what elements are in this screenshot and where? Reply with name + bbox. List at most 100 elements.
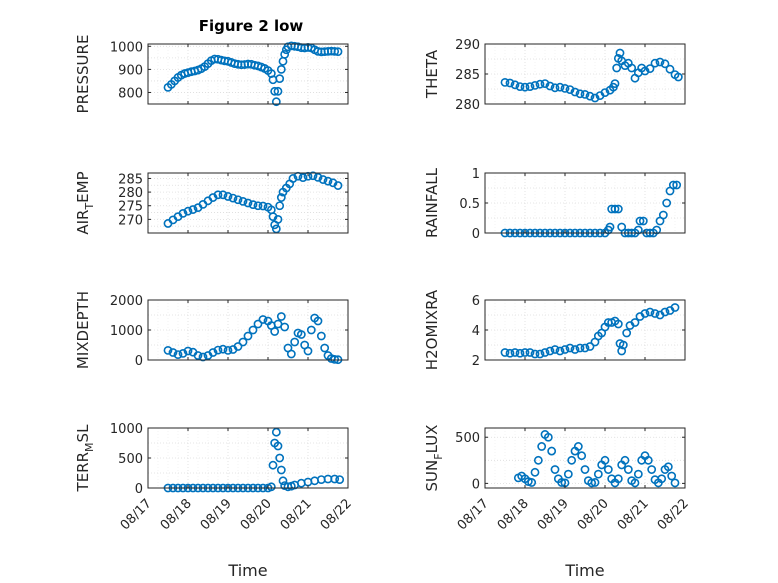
y-tick-label: 0 (472, 227, 480, 242)
data-point (243, 198, 253, 208)
data-point (320, 343, 330, 353)
data-point (605, 222, 615, 232)
y-tick-label: 280 (455, 98, 480, 113)
x-tick-label: 08/22 (655, 496, 692, 533)
data-point (193, 351, 203, 360)
x-tick-label: 08/17 (118, 496, 155, 533)
data-point (537, 442, 547, 451)
data-point (270, 327, 280, 336)
y-axis-label: TERRMSL (74, 424, 96, 493)
data-point (335, 475, 345, 484)
x-tick-label: 08/19 (198, 496, 235, 533)
axes-box (147, 43, 349, 105)
data-point (618, 340, 628, 350)
y-tick-label: 800 (118, 86, 143, 101)
data-point (330, 46, 340, 56)
data-point (585, 91, 595, 101)
data-point (188, 205, 198, 214)
data-point (570, 87, 580, 97)
data-point (633, 469, 643, 479)
y-tick-label: 500 (118, 452, 143, 467)
data-point (575, 89, 585, 99)
y-tick-label: 2000 (110, 294, 143, 309)
data-point (613, 474, 623, 484)
data-point (570, 345, 580, 354)
data-point (273, 441, 283, 451)
y-tick-label: 0 (135, 482, 143, 497)
data-point (178, 208, 188, 218)
data-point (173, 350, 183, 359)
data-point (280, 322, 290, 332)
data-point (288, 174, 298, 183)
data-point (233, 342, 243, 351)
data-point (520, 348, 530, 357)
data-point (275, 74, 285, 84)
data-point (545, 346, 555, 356)
data-point (306, 325, 316, 335)
x-tick-label: 08/18 (158, 496, 195, 533)
data-point (580, 343, 590, 353)
data-point (600, 455, 610, 465)
data-point (593, 469, 603, 479)
data-point (535, 79, 545, 89)
data-point (500, 78, 510, 87)
data-point (258, 201, 268, 211)
data-point (603, 465, 613, 474)
x-axis-label: Time (227, 561, 267, 580)
data-point (323, 176, 333, 186)
data-point (218, 190, 228, 200)
data-point (557, 478, 567, 487)
y-axis-label: SUNFLUX (423, 425, 445, 492)
data-point (223, 192, 233, 201)
data-point (658, 210, 668, 220)
subplot-7: 0 500 1000 08/17 08/18 08/19 08/20 08/21 08/22 Ti… (74, 422, 355, 580)
data-point (276, 193, 286, 202)
figure-title: Figure 2 low (199, 17, 304, 35)
data-point (238, 337, 248, 347)
data-point (248, 325, 258, 335)
y-tick-label: 6 (472, 294, 480, 309)
data-point (587, 478, 597, 488)
data-point (525, 82, 535, 91)
y-axis-label: H2OMIXRA (423, 289, 441, 370)
data-point (613, 204, 623, 214)
data-point (540, 348, 550, 357)
data-point (627, 63, 637, 73)
y-tick-label: 900 (118, 63, 143, 78)
y-tick-label: 285 (118, 172, 143, 187)
data-point (657, 474, 667, 484)
data-point (296, 330, 306, 339)
data-point (163, 345, 173, 355)
data-point (183, 206, 193, 216)
data-point (303, 346, 313, 356)
subplot-8: 0 500 08/17 08/18 08/19 08/20 08/21 08/22 Time SU… (423, 425, 692, 580)
data-point (585, 342, 595, 351)
data-point (640, 66, 650, 76)
data-point (600, 88, 610, 97)
data-point (258, 315, 268, 324)
grid (484, 172, 686, 234)
x-tick-label: 08/21 (615, 496, 652, 533)
data-point (545, 81, 555, 91)
data-point (673, 72, 683, 82)
data-point (168, 348, 178, 357)
y-tick-label: 500 (455, 431, 480, 446)
data-point (645, 307, 655, 317)
y-tick-label: 2 (472, 354, 480, 369)
data-point (330, 354, 340, 364)
data-point (308, 171, 318, 181)
data-point (213, 345, 223, 355)
data-point (630, 478, 640, 488)
x-tick-label: 08/19 (535, 496, 572, 533)
data-point (610, 79, 620, 88)
data-point (635, 216, 645, 226)
data-point (663, 462, 673, 472)
y-tick-label: 290 (455, 38, 480, 53)
data-point (575, 343, 585, 353)
y-tick-label: 1000 (110, 40, 143, 55)
data-point (275, 201, 285, 211)
x-tick-label: 08/18 (495, 496, 532, 533)
series-markers (163, 41, 343, 107)
data-point (652, 225, 662, 235)
data-point (213, 190, 223, 200)
